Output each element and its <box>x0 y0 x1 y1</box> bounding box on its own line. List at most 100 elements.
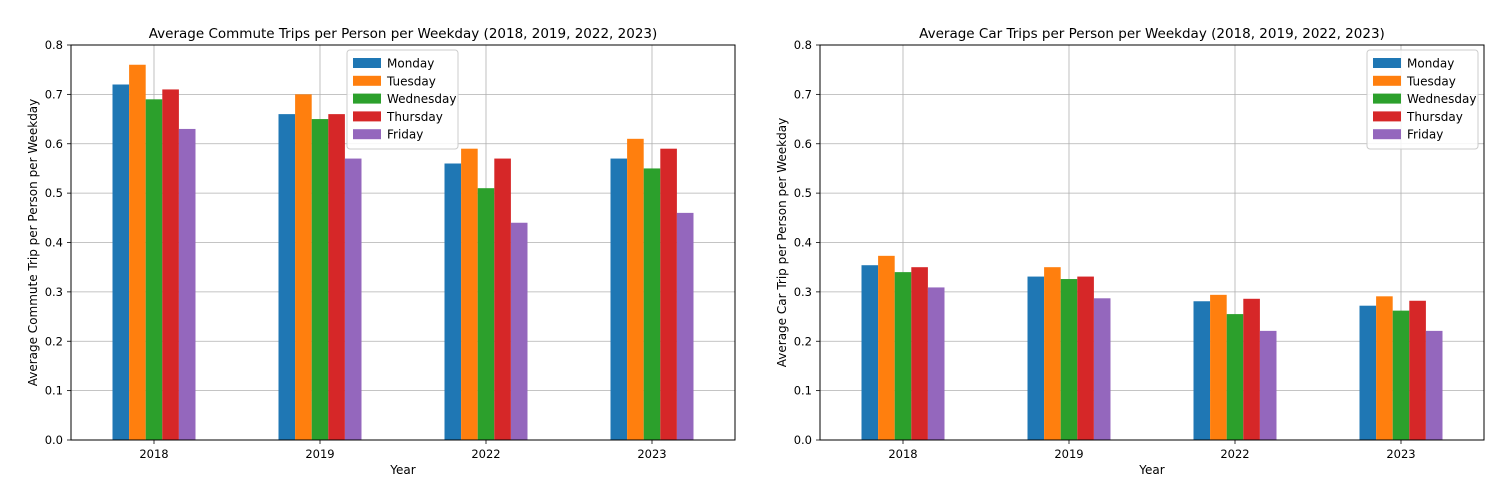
x-tick-label: 2023 <box>637 447 666 461</box>
bar-monday-2023 <box>610 158 628 440</box>
bar-thursday-2023 <box>1409 300 1426 440</box>
legend: Monday Tuesday Wednesday Thursday Friday <box>1366 49 1479 150</box>
legend-label-thursday: Thursday <box>1406 110 1463 124</box>
bar-monday-2018 <box>861 265 879 440</box>
y-tick-label: 0.6 <box>45 137 63 151</box>
x-tick-label: 2019 <box>1054 447 1083 461</box>
legend-label-tuesday: Tuesday <box>386 74 436 88</box>
y-tick-label: 0.1 <box>794 384 812 398</box>
legend-box <box>346 49 459 150</box>
y-tick-label: 0.3 <box>45 285 63 299</box>
bar-wednesday-2019 <box>311 119 329 440</box>
legend-label-wednesday: Wednesday <box>387 92 456 106</box>
y-tick-label: 0.4 <box>45 236 63 250</box>
bar-monday-2023 <box>1359 305 1377 440</box>
legend-swatch-tuesday <box>1373 75 1401 86</box>
y-tick-label: 0.4 <box>794 236 812 250</box>
bar-thursday-2022 <box>494 158 511 440</box>
x-tick-label: 2022 <box>1220 447 1249 461</box>
bar-thursday-2019 <box>328 114 345 440</box>
x-tick-label: 2019 <box>305 447 334 461</box>
bar-wednesday-2023 <box>1392 310 1410 440</box>
legend-label-monday: Monday <box>1407 57 1454 71</box>
bar-monday-2019 <box>1027 276 1045 440</box>
bar-friday-2023 <box>676 212 694 440</box>
bar-monday-2018 <box>112 84 130 440</box>
chart-1: 0.0 0.1 0.2 0.3 0.4 0.5 0.6 0.7 0.8 2018 2019 2022 2… <box>26 26 736 477</box>
y-tick-label: 0.5 <box>794 186 812 200</box>
legend-label-friday: Friday <box>1407 128 1443 142</box>
x-tick-label: 2018 <box>139 447 168 461</box>
legend-box <box>1366 49 1479 150</box>
legend-swatch-tuesday <box>353 75 381 86</box>
x-tick-label: 2018 <box>888 447 917 461</box>
x-axis-label: Year <box>1138 463 1164 477</box>
bar-friday-2018 <box>178 128 196 440</box>
y-tick-label: 0.8 <box>45 38 63 52</box>
x-tick-label: 2022 <box>471 447 500 461</box>
x-axis-label: Year <box>389 463 415 477</box>
y-tick-label: 0.2 <box>794 334 812 348</box>
bar-monday-2022 <box>1193 301 1211 440</box>
legend-label-wednesday: Wednesday <box>1407 92 1476 106</box>
bar-friday-2023 <box>1425 330 1443 440</box>
y-tick-label: 0.1 <box>45 384 63 398</box>
chart-title: Average Car Trips per Person per Weekday… <box>919 26 1385 42</box>
legend-swatch-wednesday <box>1373 93 1401 104</box>
y-tick-label: 0.6 <box>794 137 812 151</box>
bar-tuesday-2022 <box>461 148 478 440</box>
y-tick-label: 0.8 <box>794 38 812 52</box>
legend-label-friday: Friday <box>387 128 423 142</box>
y-axis-label: Average Commute Trip per Person per Week… <box>26 99 40 387</box>
legend-swatch-friday <box>1373 129 1401 140</box>
y-tick-label: 0.0 <box>794 433 812 447</box>
bar-friday-2022 <box>510 222 528 440</box>
legend-swatch-thursday <box>353 111 381 122</box>
y-axis-label: Average Car Trip per Person per Weekday <box>775 118 789 367</box>
bar-thursday-2019 <box>1077 276 1094 440</box>
bar-friday-2022 <box>1259 330 1277 440</box>
bar-wednesday-2019 <box>1060 279 1078 440</box>
bar-tuesday-2018 <box>129 64 146 440</box>
chart-title: Average Commute Trips per Person per Wee… <box>149 26 658 42</box>
y-tick-label: 0.7 <box>794 87 812 101</box>
bar-tuesday-2023 <box>1376 296 1393 440</box>
y-tick-label: 0.5 <box>45 186 63 200</box>
bar-thursday-2018 <box>911 267 928 440</box>
bar-tuesday-2023 <box>627 138 644 440</box>
bar-wednesday-2018 <box>145 99 163 440</box>
bar-monday-2022 <box>444 163 462 440</box>
y-tick-label: 0.0 <box>45 433 63 447</box>
chart-2: 0.0 0.1 0.2 0.3 0.4 0.5 0.6 0.7 0.8 2018 2019 2022 2… <box>775 26 1485 477</box>
bar-monday-2019 <box>278 114 296 440</box>
legend-swatch-thursday <box>1373 111 1401 122</box>
bar-friday-2019 <box>1093 298 1111 440</box>
bar-wednesday-2018 <box>894 272 912 440</box>
bar-friday-2018 <box>927 287 945 440</box>
bar-tuesday-2022 <box>1210 294 1227 440</box>
y-tick-label: 0.2 <box>45 334 63 348</box>
legend-label-thursday: Thursday <box>386 110 443 124</box>
bar-thursday-2018 <box>162 89 179 440</box>
bar-tuesday-2019 <box>1044 267 1061 440</box>
bar-thursday-2023 <box>660 148 677 440</box>
bar-wednesday-2023 <box>643 168 661 440</box>
bar-wednesday-2022 <box>477 188 495 440</box>
x-tick-label: 2023 <box>1386 447 1415 461</box>
bar-friday-2019 <box>344 158 362 440</box>
legend-swatch-friday <box>353 129 381 140</box>
bar-thursday-2022 <box>1243 298 1260 440</box>
legend-swatch-monday <box>353 58 381 68</box>
legend-label-monday: Monday <box>387 57 434 71</box>
bar-tuesday-2019 <box>295 94 312 440</box>
bar-wednesday-2022 <box>1226 314 1244 440</box>
bar-tuesday-2018 <box>878 255 895 440</box>
legend-swatch-monday <box>1373 58 1401 68</box>
y-tick-label: 0.7 <box>45 87 63 101</box>
legend: Monday Tuesday Wednesday Thursday Friday <box>346 49 459 150</box>
legend-swatch-wednesday <box>353 93 381 104</box>
legend-label-tuesday: Tuesday <box>1406 74 1456 88</box>
y-tick-label: 0.3 <box>794 285 812 299</box>
